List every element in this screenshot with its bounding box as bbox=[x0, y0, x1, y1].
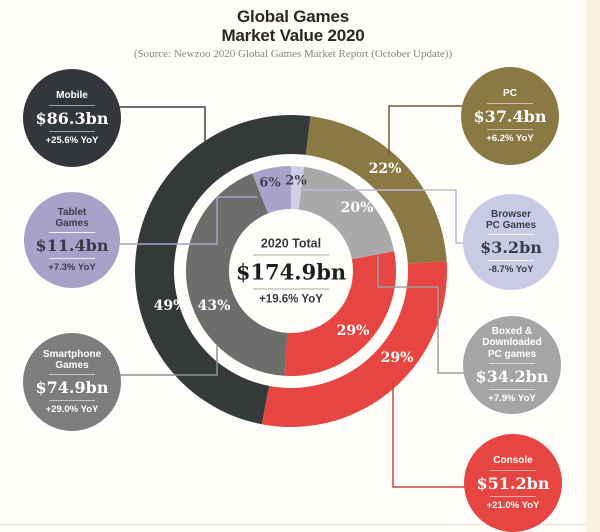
share-label-mobile: 49% bbox=[153, 298, 187, 314]
divider bbox=[49, 374, 95, 376]
donut-rings bbox=[134, 114, 447, 427]
divider bbox=[489, 362, 535, 364]
bubble-pc: PC $37.4bn +6.2% YoY bbox=[461, 67, 559, 165]
divider bbox=[49, 400, 95, 402]
bubble-browser-value: $3.2bn bbox=[480, 238, 542, 258]
divider bbox=[489, 388, 535, 390]
bubble-pc-growth: +6.2% YoY bbox=[486, 132, 534, 144]
share-label-browser: 2% bbox=[285, 173, 307, 189]
divider bbox=[488, 260, 534, 262]
bubble-browser: Browser PC Games $3.2bn -8.7% YoY bbox=[463, 194, 559, 290]
page-title-line1: Global Games bbox=[237, 7, 349, 26]
share-label-tablet: 6% bbox=[259, 175, 281, 191]
source-note: (Source: Newzoo 2020 Global Games Market… bbox=[133, 48, 453, 61]
bubble-mobile-value: $86.3bn bbox=[35, 108, 109, 128]
divider bbox=[49, 258, 95, 260]
connector-tablet bbox=[110, 196, 257, 245]
share-label-boxed: 20% bbox=[340, 200, 374, 216]
divider bbox=[487, 102, 533, 104]
page-bottom-border bbox=[0, 524, 586, 525]
share-label-console-outer: 29% bbox=[380, 350, 414, 366]
share-label-smartphone: 43% bbox=[197, 298, 231, 314]
header: Global Games Market Value 2020 (Source: … bbox=[0, 7, 586, 60]
bubble-browser-growth: -8.7% YoY bbox=[488, 264, 534, 276]
donut-segment bbox=[284, 251, 396, 377]
divider bbox=[253, 254, 329, 256]
bubble-tablet: Tablet Games $11.4bn +7.3% YoY bbox=[24, 192, 120, 288]
bubble-smartphone-title: Smartphone Games bbox=[42, 348, 102, 371]
bubble-console-value: $51.2bn bbox=[476, 473, 550, 493]
bubble-smartphone-growth: +29.0% YoY bbox=[45, 404, 99, 416]
donut-segment bbox=[252, 166, 291, 214]
bubble-tablet-growth: +7.3% YoY bbox=[48, 262, 96, 274]
connector-console bbox=[392, 380, 470, 488]
bubble-boxed-title: Boxed & Downloaded PC games bbox=[482, 326, 542, 360]
total-growth: +19.6% YoY bbox=[259, 293, 323, 306]
bubble-pc-value: $37.4bn bbox=[473, 106, 547, 126]
bubble-tablet-value: $11.4bn bbox=[35, 236, 109, 256]
bubble-boxed-value: $34.2bn bbox=[475, 366, 549, 386]
bubble-pc-title: PC bbox=[503, 88, 517, 100]
page-title-line2: Market Value 2020 bbox=[221, 26, 365, 46]
page-edge-strip bbox=[586, 0, 600, 532]
bubble-boxed-growth: +7.9% YoY bbox=[488, 392, 536, 404]
divider bbox=[49, 104, 95, 106]
bubble-mobile-title: Mobile bbox=[56, 90, 88, 102]
divider bbox=[490, 495, 536, 497]
bubble-mobile-growth: +25.6% YoY bbox=[45, 134, 99, 146]
connector-smartphone bbox=[112, 344, 218, 376]
donut-segment bbox=[134, 114, 311, 425]
donut-segment bbox=[291, 166, 305, 210]
total-label: 2020 Total bbox=[260, 236, 322, 251]
donut-center-total: 2020 Total $174.9bn +19.6% YoY bbox=[225, 237, 357, 306]
connector-mobile bbox=[110, 106, 206, 141]
donut-segment bbox=[261, 261, 447, 427]
total-value: $174.9bn bbox=[235, 259, 347, 285]
share-label-console-inner: 29% bbox=[336, 323, 370, 339]
bubble-console-growth: +21.0% YoY bbox=[486, 499, 540, 511]
bubble-console: Console $51.2bn +21.0% YoY bbox=[464, 434, 562, 532]
connector-boxed bbox=[377, 256, 470, 374]
bubble-tablet-title: Tablet Games bbox=[55, 206, 89, 229]
bubble-smartphone: Smartphone Games $74.9bn +29.0% YoY bbox=[23, 333, 121, 431]
donut-segment bbox=[186, 173, 288, 376]
divider bbox=[49, 232, 95, 234]
divider bbox=[487, 128, 533, 130]
connector-pc bbox=[388, 105, 470, 155]
bubble-console-title: Console bbox=[493, 455, 533, 467]
divider bbox=[490, 469, 536, 471]
bubble-boxed: Boxed & Downloaded PC games $34.2bn +7.9… bbox=[463, 316, 561, 414]
bubble-smartphone-value: $74.9bn bbox=[35, 378, 109, 398]
bubble-mobile: Mobile $86.3bn +25.6% YoY bbox=[23, 69, 121, 167]
divider bbox=[253, 288, 329, 290]
share-label-pc: 22% bbox=[368, 161, 402, 177]
page-title: Global Games Market Value 2020 bbox=[0, 7, 586, 45]
divider bbox=[488, 234, 534, 236]
divider bbox=[49, 130, 95, 132]
bubble-browser-title: Browser PC Games bbox=[485, 208, 537, 231]
